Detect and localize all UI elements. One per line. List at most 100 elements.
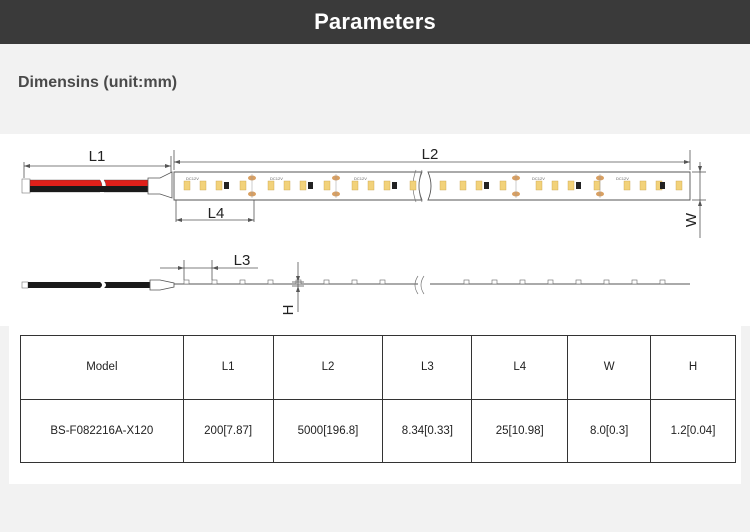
dimension-diagram: L1 DC12V DC12V DC12V DC12V DC12V L2 L4 [0,134,750,326]
l1-label: L1 [89,148,106,165]
l3-arrow-left [178,266,184,270]
l1-arrow-right [165,164,171,168]
header-l4: L4 [471,335,569,400]
resistor [308,182,313,189]
header-title: Parameters [314,9,436,34]
led-chip [499,180,507,191]
side-chip [239,279,246,285]
side-strip-break [414,275,425,295]
led-chip [383,180,391,191]
side-chip [631,279,638,285]
side-chip [659,279,666,285]
l4-arrow-right [248,218,254,222]
wire-black [30,186,148,192]
led-chip [535,180,543,191]
table-row: BS-F082216A-X120 200[7.87] 5000[196.8] 8… [20,398,736,463]
resistor [484,182,489,189]
led-chip [215,180,223,191]
spec-table-panel: Model L1 L2 L3 L4 W H BS-F082216A-X120 2… [9,326,741,484]
cell-h: 1.2[0.04] [650,398,736,463]
l3-arrow-right [212,266,218,270]
side-chip [575,279,582,285]
h-label: H [280,305,297,316]
led-chip [551,180,559,191]
cell-l1: 200[7.87] [182,398,274,463]
l3-label: L3 [234,252,251,269]
led-chip [475,180,483,191]
side-chip [211,279,218,285]
side-wire-right [104,282,150,288]
table-header-row: Model L1 L2 L3 L4 W H [20,335,736,400]
side-chip [379,279,386,285]
led-chip [183,180,191,191]
strip-body-right [427,171,691,201]
header-l3: L3 [382,335,473,400]
strip-marking-5: DC12V [616,176,629,181]
cell-model: BS-F082216A-X120 [20,398,184,463]
side-chip [463,279,470,285]
side-chip [267,279,274,285]
led-chip [439,180,447,191]
led-chip [267,180,275,191]
led-chip [409,180,417,191]
resistor [392,182,397,189]
w-arrow-bottom [698,200,702,206]
strip-marking-1: DC12V [186,176,199,181]
cell-l4: 25[10.98] [471,398,569,463]
side-connector [149,279,175,291]
h-arrow-top [296,276,300,282]
diagram-svg: L1 DC12V DC12V DC12V DC12V DC12V L2 L4 [21,146,706,316]
led-chip [367,180,375,191]
wire-tip [21,178,31,194]
resistor [224,182,229,189]
header-h: H [650,335,736,400]
section-title: Dimensins (unit:mm) [18,74,178,91]
led-chip [323,180,331,191]
led-chip [239,180,247,191]
strip-components [183,174,683,198]
w-label: W [683,212,700,227]
l4-arrow-left [176,218,182,222]
side-components [183,279,666,285]
header-l2: L2 [272,335,384,400]
l2-arrow-left [174,160,180,164]
strip-marking-3: DC12V [354,176,367,181]
led-chip [567,180,575,191]
header-w: W [567,335,652,400]
led-chip [623,180,631,191]
l1-arrow-left [24,164,30,168]
side-wire-tip [21,281,29,289]
spec-table: Model L1 L2 L3 L4 W H BS-F082216A-X120 2… [20,335,736,463]
header-l1: L1 [182,335,274,400]
side-chip [519,279,526,285]
led-chip [283,180,291,191]
led-chip [299,180,307,191]
wire-connector [147,171,173,199]
led-chip [459,180,467,191]
side-chip [603,279,610,285]
side-chip [351,279,358,285]
side-chip [547,279,554,285]
led-chip [593,180,601,191]
l4-label: L4 [208,205,225,222]
h-arrow-bottom [296,286,300,292]
w-arrow-top [698,166,702,172]
strip-marking-4: DC12V [532,176,545,181]
cell-l3: 8.34[0.33] [382,398,473,463]
resistor [660,182,665,189]
resistor [576,182,581,189]
cell-w: 8.0[0.3] [567,398,652,463]
side-chip [183,279,190,285]
side-wire-left [28,282,102,288]
header-model: Model [20,335,184,400]
led-chip [639,180,647,191]
cell-l2: 5000[196.8] [272,398,384,463]
side-chip [491,279,498,285]
led-chip [351,180,359,191]
led-chip [199,180,207,191]
page-header: Parameters [0,0,750,44]
l2-arrow-right [684,160,690,164]
l2-label: L2 [422,146,439,163]
led-chip [675,180,683,191]
side-chip [323,279,330,285]
